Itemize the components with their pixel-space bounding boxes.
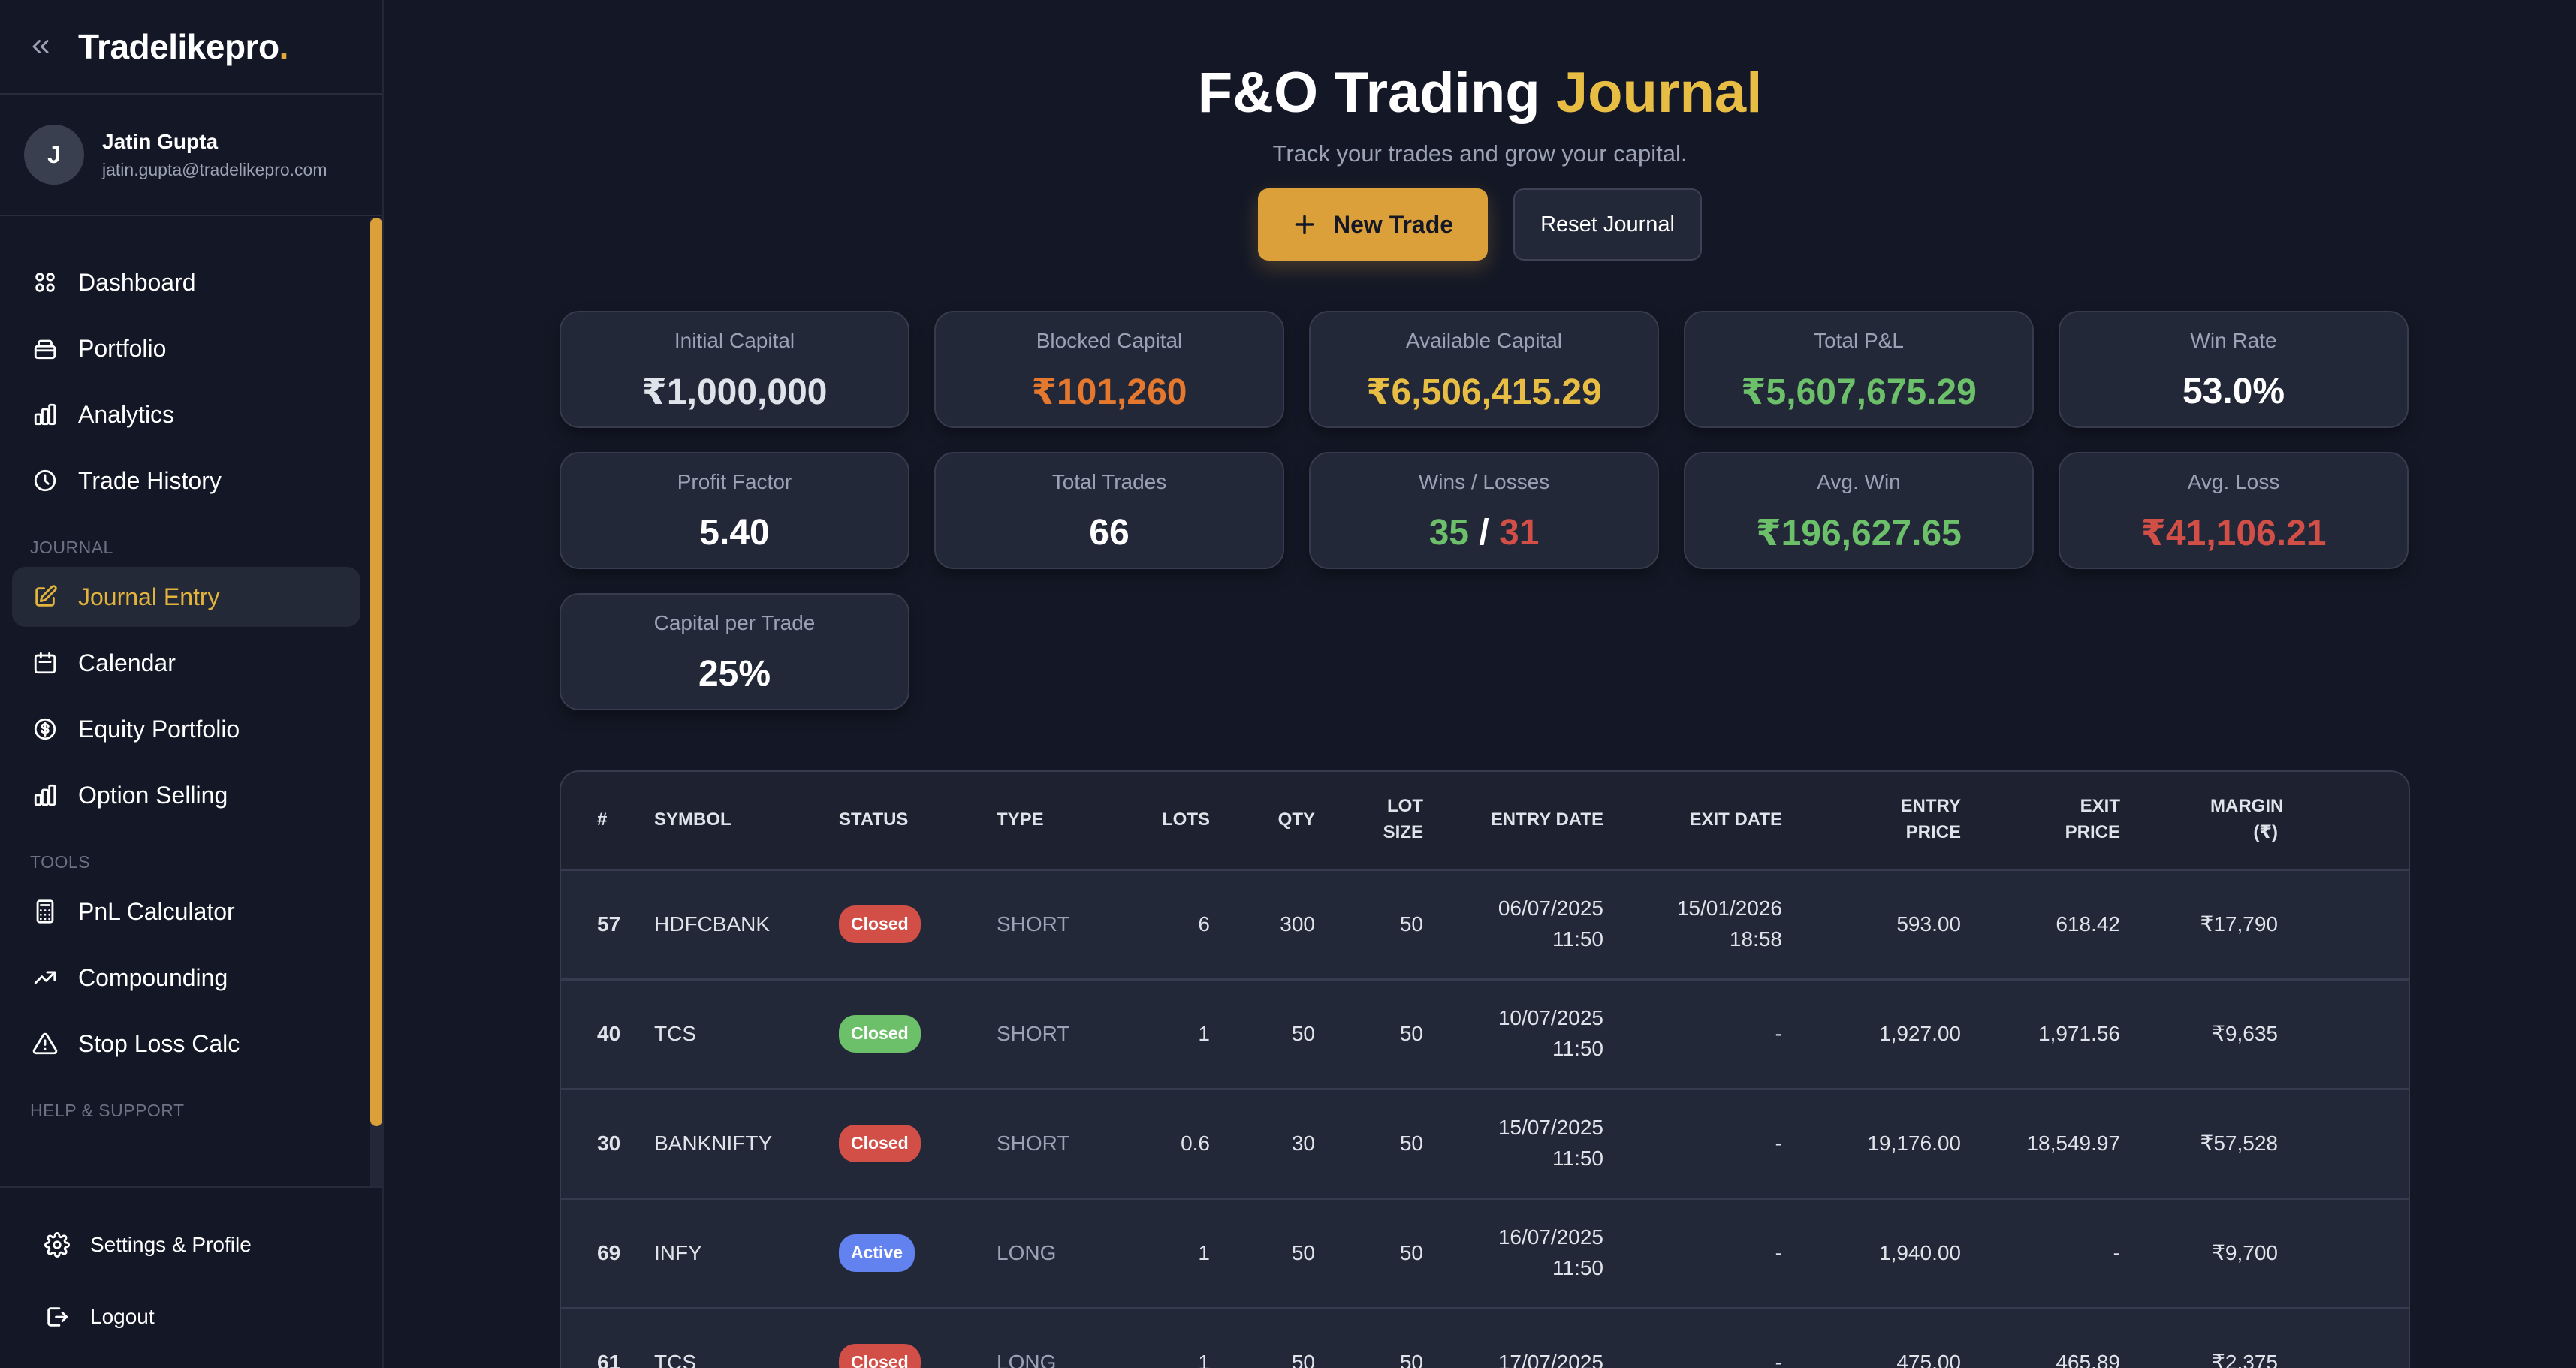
stat-avg-win: Avg. Win ₹196,627.65 bbox=[1684, 452, 2034, 569]
symbol-cell: TCS bbox=[654, 1021, 696, 1045]
clock-icon bbox=[32, 467, 59, 494]
col-header-entry-price[interactable]: ENTRY PRICE bbox=[1782, 772, 1961, 871]
sidebar-item-pnl-calculator[interactable]: PnL Calculator bbox=[12, 881, 360, 942]
page-subtitle: Track your trades and grow your capital. bbox=[1272, 140, 1688, 167]
settings-profile-button[interactable]: Settings & Profile bbox=[0, 1221, 382, 1269]
status-badge: Closed bbox=[839, 1125, 921, 1162]
bar-chart-icon bbox=[32, 401, 59, 428]
edit-icon bbox=[32, 583, 59, 610]
symbol-cell: INFY bbox=[654, 1240, 702, 1264]
collapse-sidebar-icon[interactable] bbox=[27, 32, 57, 62]
col-header-exit-price[interactable]: EXIT PRICE bbox=[1961, 772, 2120, 871]
sidebar-item-analytics[interactable]: Analytics bbox=[12, 384, 360, 444]
sidebar-footer: Settings & Profile Logout bbox=[0, 1186, 382, 1368]
sidebar-item-option-selling[interactable]: Option Selling bbox=[12, 765, 360, 825]
table-row[interactable]: 40 TCS Closed SHORT 1 50 50 10/07/2025 11… bbox=[561, 979, 2409, 1089]
col-header-entry-date[interactable]: ENTRY DATE bbox=[1423, 772, 1603, 871]
stat-blocked-capital: Blocked Capital ₹101,260 bbox=[934, 311, 1284, 428]
brand-row: Tradelikepro. bbox=[0, 0, 382, 95]
user-email: jatin.gupta@tradelikepro.com bbox=[102, 159, 327, 179]
table-row[interactable]: 69 INFY Active LONG 1 50 50 16/07/2025 11… bbox=[561, 1198, 2409, 1308]
table-row[interactable]: 61 TCS Closed LONG 1 50 50 17/07/2025 - … bbox=[561, 1308, 2409, 1368]
stat-initial-capital: Initial Capital ₹1,000,000 bbox=[560, 311, 909, 428]
stat-capital-per-trade: Capital per Trade 25% bbox=[560, 593, 909, 710]
sidebar-item-stop-loss-calc[interactable]: Stop Loss Calc bbox=[12, 1014, 360, 1074]
sidebar-item-portfolio[interactable]: Portfolio bbox=[12, 318, 360, 378]
symbol-cell: TCS bbox=[654, 1350, 696, 1368]
col-header-lots[interactable]: LOTS bbox=[1132, 772, 1210, 871]
briefcase-icon bbox=[32, 335, 59, 362]
sidebar-item-calendar[interactable]: Calendar bbox=[12, 633, 360, 693]
sidebar-item-dashboard[interactable]: Dashboard bbox=[12, 252, 360, 312]
brand-logo[interactable]: Tradelikepro. bbox=[78, 27, 288, 66]
pnl-cell: ₹2, bbox=[2278, 979, 2409, 1089]
sidebar-scrollbar-thumb[interactable] bbox=[370, 218, 382, 1126]
symbol-cell: BANKNIFTY bbox=[654, 1131, 773, 1155]
status-badge: Active bbox=[839, 1234, 915, 1272]
stat-profit-factor: Profit Factor 5.40 bbox=[560, 452, 909, 569]
section-title-tools: TOOLS bbox=[30, 852, 91, 872]
calculator-icon bbox=[32, 898, 59, 925]
new-trade-button[interactable]: New Trade bbox=[1258, 188, 1489, 261]
col-header-symbol[interactable]: SYMBOL bbox=[654, 772, 839, 871]
sidebar-item-journal-entry[interactable]: Journal Entry bbox=[12, 567, 360, 627]
trades-table: # SYMBOL STATUS TYPE LOTS QTY LOT SIZE E… bbox=[561, 772, 2409, 1368]
col-header-qty[interactable]: QTY bbox=[1210, 772, 1315, 871]
col-header-pnl[interactable] bbox=[2278, 772, 2409, 871]
dollar-circle-icon bbox=[32, 716, 59, 743]
sidebar-item-equity-portfolio[interactable]: Equity Portfolio bbox=[12, 699, 360, 759]
pnl-cell: -₹18, bbox=[2278, 1089, 2409, 1198]
wins-count: 35 bbox=[1428, 513, 1469, 553]
page-header: F&O Trading Journal Track your trades an… bbox=[384, 0, 2576, 261]
logout-button[interactable]: Logout bbox=[0, 1293, 382, 1341]
gear-icon bbox=[44, 1231, 71, 1258]
col-header-id[interactable]: # bbox=[561, 772, 654, 871]
col-header-exit-date[interactable]: EXIT DATE bbox=[1603, 772, 1782, 871]
plus-icon bbox=[1295, 215, 1314, 234]
stat-wins-losses: Wins / Losses 35 / 31 bbox=[1309, 452, 1659, 569]
sidebar-item-compounding[interactable]: Compounding bbox=[12, 948, 360, 1008]
main-content: F&O Trading Journal Track your trades an… bbox=[384, 0, 2576, 1368]
page-title: F&O Trading Journal bbox=[1197, 61, 1763, 125]
pnl-cell bbox=[2278, 1198, 2409, 1308]
col-header-status[interactable]: STATUS bbox=[839, 772, 997, 871]
sidebar-nav: Dashboard Portfolio Analytics Trade Hist… bbox=[0, 218, 373, 1186]
status-badge: Closed bbox=[839, 1015, 921, 1053]
section-title-journal: JOURNAL bbox=[30, 538, 113, 557]
warning-icon bbox=[32, 1030, 59, 1057]
pnl-cell: -₹7, bbox=[2278, 869, 2409, 979]
bar-chart-icon bbox=[32, 782, 59, 809]
user-name: Jatin Gupta bbox=[102, 129, 219, 153]
user-profile[interactable]: J Jatin Gupta jatin.gupta@tradelikepro.c… bbox=[0, 95, 382, 216]
avatar: J bbox=[24, 125, 84, 185]
stat-available-capital: Available Capital ₹6,506,415.29 bbox=[1309, 311, 1659, 428]
calendar-icon bbox=[32, 649, 59, 676]
sidebar-item-trade-history[interactable]: Trade History bbox=[12, 450, 360, 511]
section-title-help-support: HELP & SUPPORT bbox=[30, 1101, 185, 1120]
col-header-margin[interactable]: MARGIN (₹) bbox=[2120, 772, 2283, 871]
table-row[interactable]: 30 BANKNIFTY Closed SHORT 0.6 30 50 15/0… bbox=[561, 1089, 2409, 1198]
col-header-type[interactable]: TYPE bbox=[997, 772, 1132, 871]
status-badge: Closed bbox=[839, 905, 921, 943]
col-header-lot-size[interactable]: LOT SIZE bbox=[1315, 772, 1423, 871]
stat-total-trades: Total Trades 66 bbox=[934, 452, 1284, 569]
status-badge: Closed bbox=[839, 1344, 921, 1368]
losses-count: 31 bbox=[1499, 513, 1540, 553]
stat-total-pnl: Total P&L ₹5,607,675.29 bbox=[1684, 311, 2034, 428]
stat-avg-loss: Avg. Loss ₹41,106.21 bbox=[2059, 452, 2409, 569]
grid-icon bbox=[32, 269, 59, 296]
table-row[interactable]: 57 HDFCBANK Closed SHORT 6 300 50 06/07/… bbox=[561, 869, 2409, 979]
stat-win-rate: Win Rate 53.0% bbox=[2059, 311, 2409, 428]
symbol-cell: HDFCBANK bbox=[654, 911, 771, 936]
table-header-row: # SYMBOL STATUS TYPE LOTS QTY LOT SIZE E… bbox=[561, 772, 2409, 871]
logout-icon bbox=[44, 1303, 71, 1330]
pnl-cell: -₹ bbox=[2278, 1308, 2409, 1368]
reset-journal-button[interactable]: Reset Journal bbox=[1513, 188, 1702, 261]
trades-table-container[interactable]: # SYMBOL STATUS TYPE LOTS QTY LOT SIZE E… bbox=[560, 770, 2410, 1368]
stats-grid: Initial Capital ₹1,000,000 Blocked Capit… bbox=[560, 311, 2410, 710]
trending-up-icon bbox=[32, 964, 59, 991]
sidebar: Tradelikepro. J Jatin Gupta jatin.gupta@… bbox=[0, 0, 384, 1368]
header-actions: New Trade Reset Journal bbox=[384, 188, 2576, 261]
